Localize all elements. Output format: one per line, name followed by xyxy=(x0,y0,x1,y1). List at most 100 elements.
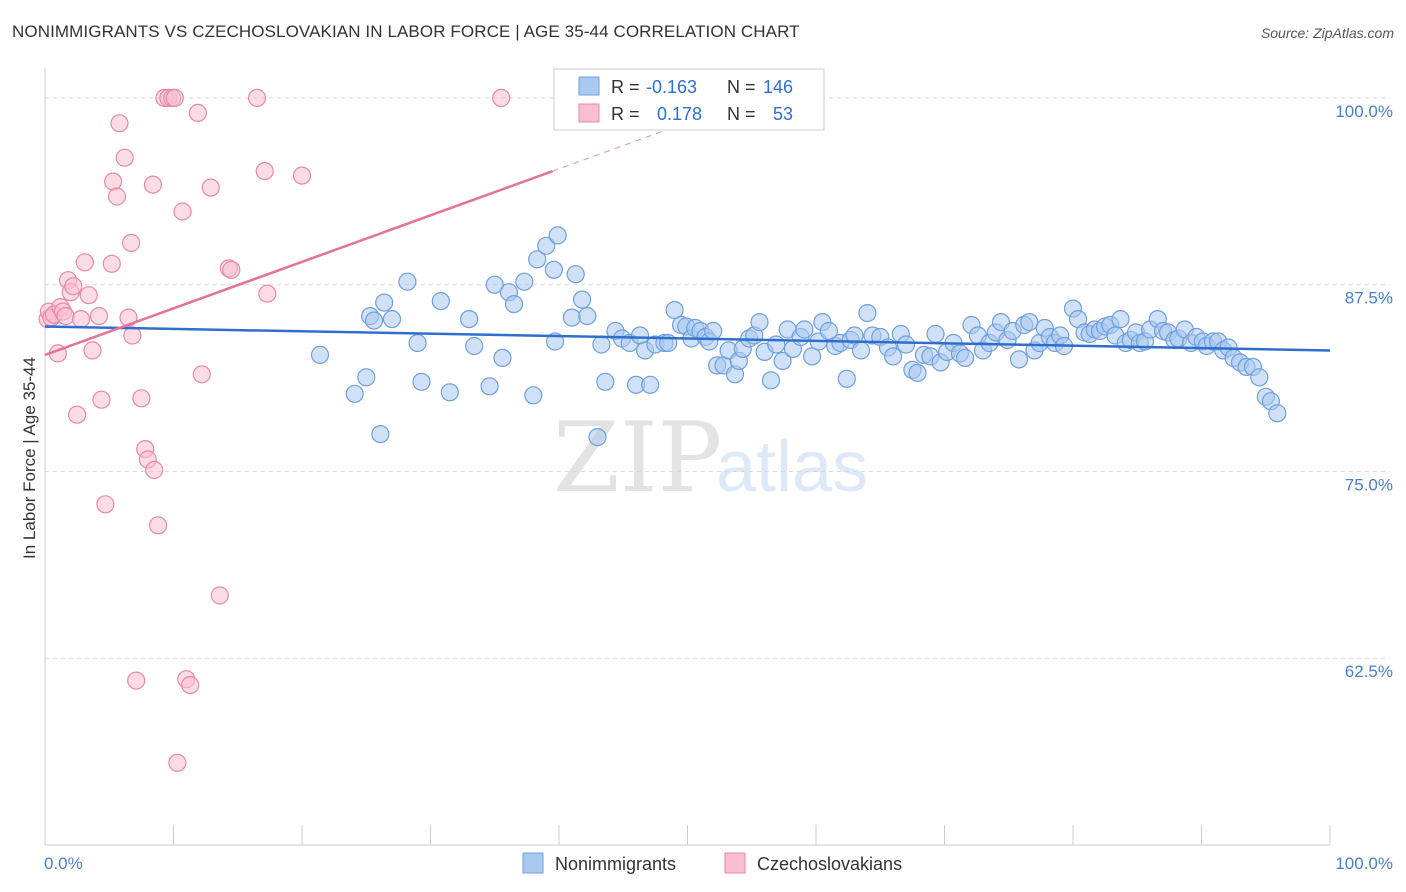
point-czechoslovakians-13 xyxy=(75,253,94,272)
point-nonimmigrants-76 xyxy=(837,369,856,388)
point-czechoslovakians-23 xyxy=(115,148,134,167)
point-nonimmigrants-79 xyxy=(851,341,871,360)
point-nonimmigrants-0 xyxy=(310,345,330,364)
watermark: ZIP atlas xyxy=(553,402,868,514)
stats-swatch-blue xyxy=(578,76,600,96)
point-nonimmigrants-73 xyxy=(819,321,839,341)
point-nonimmigrants-61 xyxy=(750,313,769,332)
point-nonimmigrants-107 xyxy=(1020,313,1039,332)
y-axis-title: In Labor Force | Age 35-44 xyxy=(20,357,39,559)
legend-label-nonimmigrants: Nonimmigrants xyxy=(555,854,676,874)
trend-line-czechoslovakians xyxy=(44,169,554,357)
y-tick-label-2: 87.5% xyxy=(1345,289,1393,308)
point-nonimmigrants-6 xyxy=(375,293,394,312)
y-tick-label-1: 75.0% xyxy=(1345,475,1393,494)
point-nonimmigrants-63 xyxy=(761,371,781,390)
point-nonimmigrants-33 xyxy=(596,372,615,391)
point-nonimmigrants-4 xyxy=(364,311,384,330)
point-czechoslovakians-31 xyxy=(143,175,162,194)
stats-n-value-2: 53 xyxy=(773,104,793,124)
point-nonimmigrants-124 xyxy=(1111,310,1130,329)
trend-lines xyxy=(44,121,1331,357)
point-nonimmigrants-23 xyxy=(537,236,556,255)
point-czechoslovakians-12 xyxy=(71,310,91,329)
point-czechoslovakians-41 xyxy=(181,675,200,695)
point-nonimmigrants-24 xyxy=(544,260,564,279)
point-czechoslovakians-28 xyxy=(132,389,151,408)
point-nonimmigrants-70 xyxy=(802,347,822,366)
point-nonimmigrants-7 xyxy=(382,310,402,329)
point-czechoslovakians-42 xyxy=(188,103,207,123)
stats-n-label-1: N = xyxy=(727,77,756,97)
point-nonimmigrants-9 xyxy=(408,333,427,353)
point-czechoslovakians-17 xyxy=(92,390,111,409)
point-nonimmigrants-16 xyxy=(485,275,504,294)
point-czechoslovakians-37 xyxy=(165,88,184,108)
series-czechoslovakians xyxy=(38,88,511,772)
point-czechoslovakians-25 xyxy=(122,233,141,252)
point-czechoslovakians-47 xyxy=(222,260,241,279)
point-nonimmigrants-29 xyxy=(572,290,592,309)
point-nonimmigrants-32 xyxy=(592,335,611,354)
point-czechoslovakians-18 xyxy=(96,495,115,514)
legend-swatch-nonimmigrants xyxy=(522,852,544,874)
point-nonimmigrants-20 xyxy=(515,272,534,291)
point-czechoslovakians-43 xyxy=(192,365,211,384)
point-czechoslovakians-14 xyxy=(79,286,98,305)
point-nonimmigrants-44 xyxy=(665,301,684,320)
point-nonimmigrants-13 xyxy=(460,310,479,329)
point-czechoslovakians-48 xyxy=(247,88,267,108)
point-nonimmigrants-91 xyxy=(926,324,945,344)
chart-title: NONIMMIGRANTS VS CZECHOSLOVAKIAN IN LABO… xyxy=(12,22,800,41)
point-nonimmigrants-149 xyxy=(1250,368,1269,387)
stats-r-value-1: -0.163 xyxy=(646,77,697,97)
point-nonimmigrants-10 xyxy=(412,372,431,391)
point-nonimmigrants-22 xyxy=(528,250,547,269)
point-czechoslovakians-21 xyxy=(107,187,127,206)
point-nonimmigrants-17 xyxy=(493,348,512,367)
point-czechoslovakians-19 xyxy=(102,254,121,273)
point-nonimmigrants-88 xyxy=(908,363,927,382)
series-nonimmigrants xyxy=(310,226,1287,447)
stats-legend: R = -0.163 N = 146 R = 0.178 N = 53 xyxy=(553,68,825,131)
point-nonimmigrants-84 xyxy=(883,347,903,366)
series-legend: Nonimmigrants Czechoslovakians xyxy=(522,852,902,874)
point-nonimmigrants-69 xyxy=(795,320,814,339)
point-czechoslovakians-45 xyxy=(210,586,229,605)
point-czechoslovakians-15 xyxy=(83,341,102,360)
trend-line-czechoslovakians-extension xyxy=(552,121,688,172)
point-czechoslovakians-11 xyxy=(67,405,87,424)
point-czechoslovakians-10 xyxy=(64,277,83,296)
point-nonimmigrants-30 xyxy=(578,307,597,326)
point-nonimmigrants-2 xyxy=(357,368,376,387)
stats-n-value-1: 146 xyxy=(763,77,793,97)
point-nonimmigrants-21 xyxy=(524,386,543,405)
point-czechoslovakians-7 xyxy=(56,307,75,326)
point-nonimmigrants-5 xyxy=(371,425,390,444)
point-nonimmigrants-14 xyxy=(465,336,484,356)
point-nonimmigrants-40 xyxy=(641,375,660,394)
point-czechoslovakians-27 xyxy=(127,671,146,690)
legend-swatch-czechoslovakians xyxy=(724,852,746,874)
stats-r-label-1: R = xyxy=(611,77,640,97)
x-tick-label-1: 100.0% xyxy=(1335,854,1393,873)
point-czechoslovakians-20 xyxy=(103,172,123,191)
point-nonimmigrants-152 xyxy=(1268,404,1287,423)
y-tick-labels: 62.5% 75.0% 87.5% 100.0% xyxy=(1335,102,1393,681)
stats-n-label-2: N = xyxy=(727,104,756,124)
point-czechoslovakians-38 xyxy=(168,753,187,772)
point-czechoslovakians-39 xyxy=(173,202,192,221)
point-nonimmigrants-64 xyxy=(767,335,786,354)
point-czechoslovakians-16 xyxy=(89,307,109,326)
y-tick-label-0: 62.5% xyxy=(1345,662,1393,681)
point-czechoslovakians-49 xyxy=(255,162,274,181)
point-nonimmigrants-1 xyxy=(345,384,364,403)
y-tick-label-3: 100.0% xyxy=(1335,102,1393,121)
grid-lines xyxy=(45,97,1390,659)
point-nonimmigrants-8 xyxy=(398,272,417,291)
watermark-zip: ZIP xyxy=(553,402,722,514)
point-nonimmigrants-78 xyxy=(845,326,864,345)
point-czechoslovakians-22 xyxy=(110,114,129,133)
stats-swatch-pink xyxy=(578,103,600,123)
